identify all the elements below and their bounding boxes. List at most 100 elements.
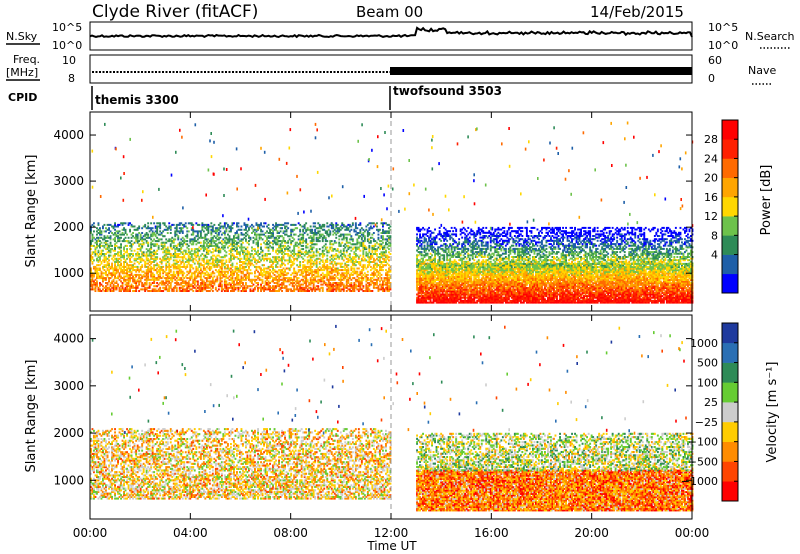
scatter-cell [154,290,157,292]
scatter-cell [120,249,122,252]
scatter-cell [130,244,133,247]
scatter-cell [351,240,354,243]
scatter-cell [139,278,142,281]
scatter-cell [162,244,165,247]
scatter-cell [148,286,151,289]
scatter-cell [166,232,169,234]
scatter-cell [160,248,163,251]
scatter-cell [205,244,208,247]
scatter-cell [199,233,202,236]
scatter-cell [198,241,201,244]
scatter-cell [103,269,106,272]
scatter-cell [254,248,256,251]
scatter-cell [321,286,324,289]
scatter-cell [135,273,138,276]
scatter-cell [159,275,162,278]
scatter-cell [151,254,154,257]
scatter-cell [108,223,110,226]
scatter-cell [99,244,101,247]
scatter-cell [115,259,118,262]
scatter-cell [166,249,169,252]
scatter-cell [365,246,368,249]
scatter-cell [204,273,207,276]
scatter-cell [204,283,207,286]
scatter-cell [109,285,112,288]
scatter-cell [341,241,344,244]
scatter-cell [124,230,127,233]
scatter-cell [177,248,180,251]
scatter-cell [136,285,139,288]
scatter-cell [205,249,208,252]
scatter-cell [181,261,184,263]
scatter-cell [178,249,181,252]
scatter-cell [96,236,98,239]
scatter-cell [177,256,180,259]
scatter-cell [190,253,193,255]
scatter-cell [153,278,156,281]
scatter-cell [336,223,339,226]
scatter-cell [186,285,189,288]
scatter-cell [135,270,138,273]
scatter-cell [199,290,202,292]
scatter-cell [211,251,214,254]
scatter-cell [207,246,210,249]
scatter-cell [153,244,156,247]
scatter-cell [186,273,189,276]
scatter-cell [186,282,189,284]
scatter-cell [317,285,320,288]
scatter-cell [205,265,208,268]
scatter-cell [163,283,166,286]
scatter-cell [121,285,124,288]
scatter-cell [132,275,134,278]
scatter-cell [103,235,106,238]
scatter-cell [196,283,199,286]
scatter-cell [120,236,122,239]
scatter-cell [192,233,195,236]
scatter-cell [210,272,213,275]
nsky-tick-high: 10^5 [52,21,82,34]
scatter-cell [190,254,193,257]
scatter-cell [196,290,199,292]
scatter-cell [219,230,222,233]
scatter-cell [172,277,175,280]
scatter-cell [142,243,145,246]
scatter-cell [127,265,130,268]
scatter-cell [135,240,138,243]
scatter-cell [91,283,94,286]
scatter-cell [139,246,142,249]
scatter-cell [192,240,195,243]
scatter-cell [208,265,211,268]
scatter-cell [202,249,205,252]
scatter-cell [102,285,104,288]
scatter-cell [175,280,178,283]
scatter-cell [135,275,138,278]
scatter-cell [144,290,147,292]
scatter-cell [163,270,166,273]
scatter-cell [180,272,183,275]
scatter-cell [169,283,172,286]
scatter-cell [174,230,177,233]
scatter-cell [177,235,180,238]
scatter-cell [165,286,168,289]
scatter-cell [99,228,101,231]
scatter-cell [159,222,162,225]
scatter-cell [186,286,189,289]
scatter-cell [112,259,115,262]
scatter-cell [108,277,110,280]
scatter-cell [177,253,180,255]
scatter-cell [118,248,121,251]
scatter-cell [118,272,121,275]
scatter-cell [154,288,157,291]
scatter-cell [192,230,195,233]
scatter-cell [151,277,154,280]
scatter-cell [183,223,186,226]
scatter-cell [175,223,178,226]
scatter-cell [159,265,162,268]
scatter-cell [196,254,199,257]
scatter-cell [150,248,153,251]
scatter-cell [287,240,290,243]
scatter-cell [166,275,169,278]
scatter-cell [117,223,119,226]
scatter-cell [99,290,101,292]
scatter-cell [207,241,210,244]
